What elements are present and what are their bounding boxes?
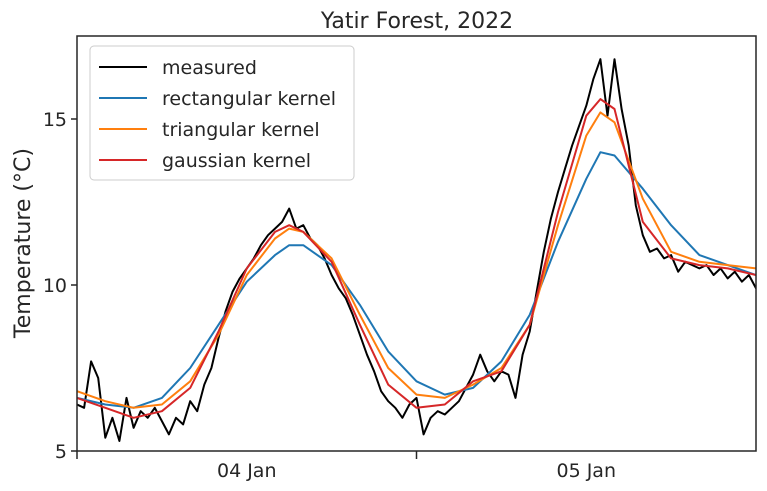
legend-label: gaussian kernel — [162, 150, 311, 172]
legend-label: rectangular kernel — [162, 88, 336, 110]
series-line-measured — [77, 58, 756, 442]
legend-label: measured — [162, 57, 257, 79]
legend-label: triangular kernel — [162, 119, 320, 141]
legend: measured rectangular kernel triangular ker… — [89, 45, 355, 181]
x-tick-label: 04 Jan — [217, 460, 277, 482]
chart-title: Yatir Forest, 2022 — [320, 9, 513, 34]
y-axis-label: Temperature (°C) — [11, 148, 36, 339]
series-line-gaussian-kernel — [77, 98, 756, 419]
legend-box — [89, 45, 355, 181]
y-tick-label: 5 — [55, 441, 67, 463]
y-tick-label: 10 — [43, 275, 67, 297]
x-tick-label: 05 Jan — [556, 460, 616, 482]
y-tick-label: 15 — [43, 109, 67, 131]
plot-area — [77, 58, 756, 442]
series-line-rectangular-kernel — [77, 151, 756, 409]
series-line-triangular-kernel — [77, 111, 756, 409]
axes: 5 10 15 04 Jan 05 Jan — [43, 35, 757, 482]
